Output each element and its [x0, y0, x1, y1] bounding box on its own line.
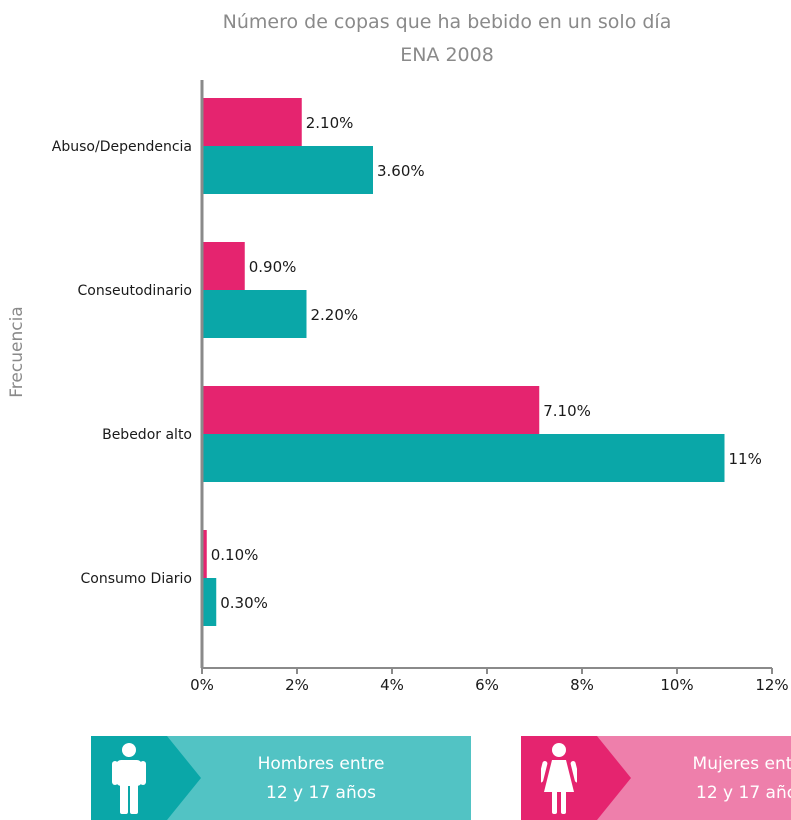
x-tick-label: 10% [660, 676, 693, 694]
legend-women-line1: Mujeres entre [692, 754, 791, 774]
bar [202, 242, 245, 290]
legend-women-icon-cell [521, 736, 597, 820]
bar [202, 386, 540, 434]
legend-women-arrow [597, 736, 631, 820]
legend-women-line2: 12 y 17 años [696, 783, 791, 803]
x-tick-label: 8% [570, 676, 594, 694]
legend-women-label: Mujeres entre 12 y 17 años [671, 750, 791, 808]
bars-group: 2.10% 3.60% 0.90% 2.20% 7.10% 11% 0.10% 0.30% [202, 98, 762, 626]
legend-men-arrow [167, 736, 201, 820]
data-label: 11% [729, 450, 762, 468]
category-label: Abuso/Dependencia [52, 139, 192, 155]
chart-title: Número de copas que ha bebido en un solo… [223, 11, 672, 33]
category-label: Consumo Diario [81, 571, 193, 587]
x-tick-label: 12% [755, 676, 788, 694]
x-ticks: 0% 2% 4% 6% 8% 10% 12% [190, 668, 789, 694]
data-label: 3.60% [377, 162, 425, 180]
data-label: 2.20% [311, 306, 359, 324]
x-tick-label: 6% [475, 676, 499, 694]
category-label: Bebedor alto [102, 427, 192, 443]
legend-men-label: Hombres entre 12 y 17 años [241, 750, 401, 808]
legend-men-line2: 12 y 17 años [266, 783, 376, 803]
bar [202, 290, 307, 338]
data-label: 0.30% [220, 594, 268, 612]
x-tick-label: 0% [190, 676, 214, 694]
bar [202, 146, 373, 194]
data-label: 0.90% [249, 258, 297, 276]
data-label: 0.10% [211, 546, 259, 564]
male-person-icon [112, 743, 146, 814]
x-tick-label: 2% [285, 676, 309, 694]
x-tick-label: 4% [380, 676, 404, 694]
bar-chart: Número de copas que ha bebido en un solo… [7, 11, 789, 694]
data-label: 7.10% [543, 402, 591, 420]
legend-men: Hombres entre 12 y 17 años [91, 736, 471, 820]
female-person-icon [541, 743, 577, 814]
bar [202, 434, 725, 482]
bar [202, 98, 302, 146]
chart-subtitle: ENA 2008 [400, 44, 494, 66]
legend-men-line1: Hombres entre [257, 754, 385, 774]
data-label: 2.10% [306, 114, 354, 132]
category-labels: Abuso/Dependencia Conseutodinario Bebedor … [52, 139, 192, 587]
legend-women: Mujeres entre 12 y 17 años [521, 736, 791, 820]
legend-men-icon-cell [91, 736, 167, 820]
category-label: Conseutodinario [78, 283, 193, 299]
y-axis-label: Frecuencia [7, 306, 27, 397]
bar [202, 530, 207, 578]
bar [202, 578, 217, 626]
